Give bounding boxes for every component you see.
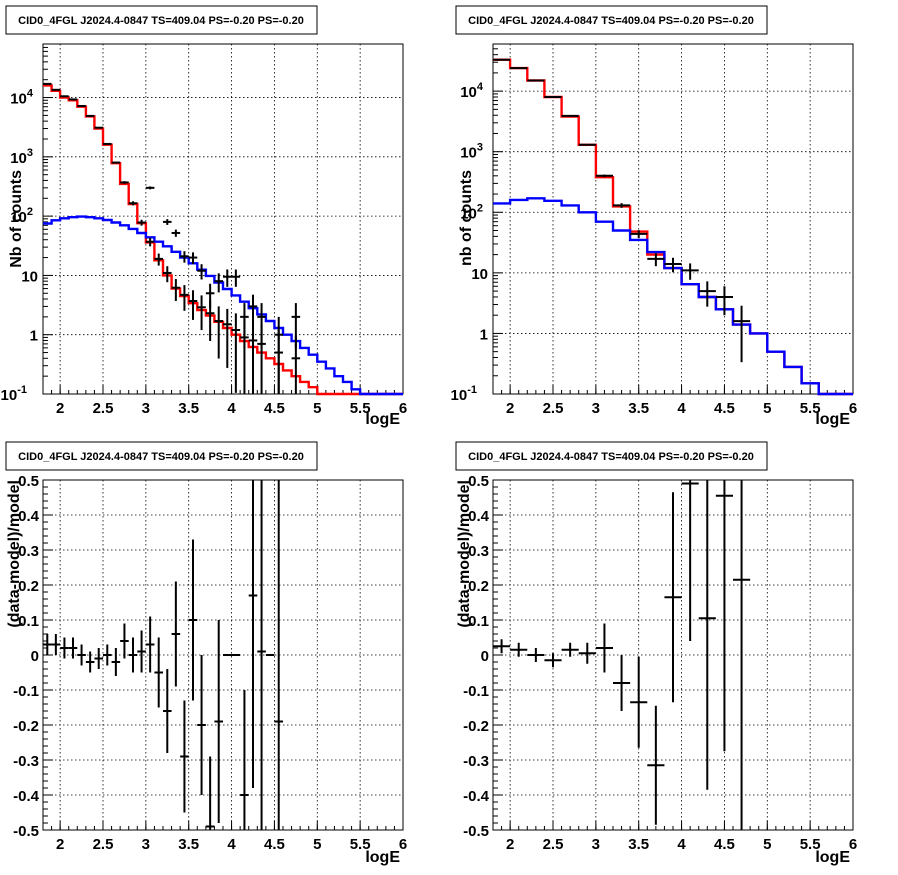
y-tick-label: -0.4 <box>463 788 490 805</box>
plot-area: 2 2.5 3 3.5 4 4.5 5 5.5 6 -0.5 -0.4 -0.3 -0.2 -0.1 0 0.… <box>13 473 407 853</box>
y-tick-label: -0.2 <box>463 718 489 735</box>
x-tick-label: 6 <box>399 836 407 853</box>
x-tick-label: 2.5 <box>93 836 114 853</box>
x-tick-label: 4.5 <box>264 836 285 853</box>
panel-top-left: CID0_4FGL J2024.4-0847 TS=409.04 PS=-0.2… <box>1 5 407 428</box>
title-box <box>455 441 768 471</box>
y-tick-label: 0.2 <box>468 578 489 595</box>
x-tick-label: 3 <box>142 400 150 417</box>
x-tick-label: 5.5 <box>800 836 821 853</box>
plot-area: 2 2.5 3 3.5 4 4.5 5 5.5 6 -0.5 -0.4 -0.3 -0.2 -0.1 0 0.… <box>463 473 857 853</box>
y-tick-label: 0.5 <box>468 473 489 490</box>
y-tick-label: 1 <box>30 328 38 345</box>
y-tick-label: -0.4 <box>13 788 40 805</box>
panel-bottom-left: CID0_4FGL J2024.4-0847 TS=409.04 PS=-0.2… <box>5 441 407 866</box>
y-tick-label: 104 <box>460 81 484 101</box>
x-axis-title: logE <box>365 849 400 866</box>
y-tick-label: 10-1 <box>451 384 477 404</box>
y-tick-label: -0.1 <box>463 683 489 700</box>
x-tick-label: 2.5 <box>543 400 564 417</box>
y-axis-title: Nb of counts <box>8 170 25 268</box>
x-tick-label: 2 <box>506 836 514 853</box>
x-tick-label: 4 <box>677 400 686 417</box>
y-tick-label: -0.3 <box>463 753 489 770</box>
x-tick-label: 4.5 <box>714 400 735 417</box>
x-tick-label: 3.5 <box>628 836 649 853</box>
title-box <box>5 5 318 35</box>
y-tick-label: 0.2 <box>18 578 39 595</box>
x-tick-label: 4 <box>227 400 236 417</box>
x-axis-title: logE <box>815 411 850 428</box>
title-box <box>5 441 318 471</box>
x-tick-label: 3.5 <box>178 400 199 417</box>
y-tick-label: 103 <box>460 142 483 162</box>
x-tick-label: 4.5 <box>264 400 285 417</box>
x-tick-label: 5.5 <box>350 400 371 417</box>
x-tick-label: 4 <box>677 836 686 853</box>
x-tick-label: 5 <box>313 836 321 853</box>
panel-top-right: CID0_4FGL J2024.4-0847 TS=409.04 PS=-0.2… <box>451 5 857 428</box>
y-tick-label: 0.3 <box>18 543 39 560</box>
y-tick-label: 0.1 <box>18 613 39 630</box>
y-tick-label: -0.5 <box>13 823 39 840</box>
x-tick-label: 2 <box>506 400 514 417</box>
y-tick-label: -0.2 <box>13 718 39 735</box>
y-axis-title: nb of counts <box>458 170 475 266</box>
y-tick-label: -0.5 <box>463 823 489 840</box>
y-axis-title: (data-model)/model <box>456 480 473 628</box>
plot-frame <box>492 43 854 395</box>
x-tick-label: 5.5 <box>350 836 371 853</box>
x-axis-title: logE <box>815 849 850 866</box>
x-tick-label: 5.5 <box>800 400 821 417</box>
y-tick-label: 1 <box>480 326 488 343</box>
y-tick-label: 0.5 <box>18 473 39 490</box>
x-tick-label: 5 <box>313 400 321 417</box>
y-tick-label: 0.3 <box>468 543 489 560</box>
chart-title: CID0_4FGL J2024.4-0847 TS=409.04 PS=-0.2… <box>468 451 754 463</box>
y-tick-label: 0.4 <box>468 508 490 525</box>
y-tick-label: -0.1 <box>13 683 39 700</box>
source-model-line <box>493 197 853 396</box>
y-tick-label: -0.3 <box>13 753 39 770</box>
y-tick-label: 10-1 <box>1 384 27 404</box>
x-tick-label: 3.5 <box>178 836 199 853</box>
x-axis-title: logE <box>365 411 400 428</box>
y-tick-label: 10 <box>471 266 488 283</box>
y-tick-label: 0.4 <box>18 508 40 525</box>
chart-title: CID0_4FGL J2024.4-0847 TS=409.04 PS=-0.2… <box>18 451 304 463</box>
title-box <box>455 5 768 35</box>
x-tick-label: 5 <box>763 400 771 417</box>
y-tick-label: 10 <box>21 268 38 285</box>
x-tick-label: 2.5 <box>543 836 564 853</box>
x-tick-label: 2 <box>56 836 64 853</box>
x-tick-label: 6 <box>399 400 407 417</box>
y-tick-label: 0 <box>481 648 489 665</box>
x-tick-label: 3 <box>142 836 150 853</box>
x-tick-label: 6 <box>849 400 857 417</box>
x-tick-label: 3 <box>592 400 600 417</box>
y-tick-label: 103 <box>10 147 33 167</box>
x-tick-label: 3.5 <box>628 400 649 417</box>
x-tick-label: 2 <box>56 400 64 417</box>
x-tick-label: 3 <box>592 836 600 853</box>
y-tick-label: 104 <box>10 88 34 108</box>
chart-title: CID0_4FGL J2024.4-0847 TS=409.04 PS=-0.2… <box>468 15 754 27</box>
x-tick-label: 2.5 <box>93 400 114 417</box>
source-model-line <box>43 215 403 396</box>
chart-title: CID0_4FGL J2024.4-0847 TS=409.04 PS=-0.2… <box>18 15 304 27</box>
y-tick-label: 0.1 <box>468 613 489 630</box>
y-tick-label: 0 <box>31 648 39 665</box>
y-axis-title: (data-model)/model <box>6 480 23 628</box>
x-tick-label: 4 <box>227 836 236 853</box>
x-tick-label: 4.5 <box>714 836 735 853</box>
panel-bottom-right: CID0_4FGL J2024.4-0847 TS=409.04 PS=-0.2… <box>455 441 857 866</box>
x-tick-label: 6 <box>849 836 857 853</box>
x-tick-label: 5 <box>763 836 771 853</box>
